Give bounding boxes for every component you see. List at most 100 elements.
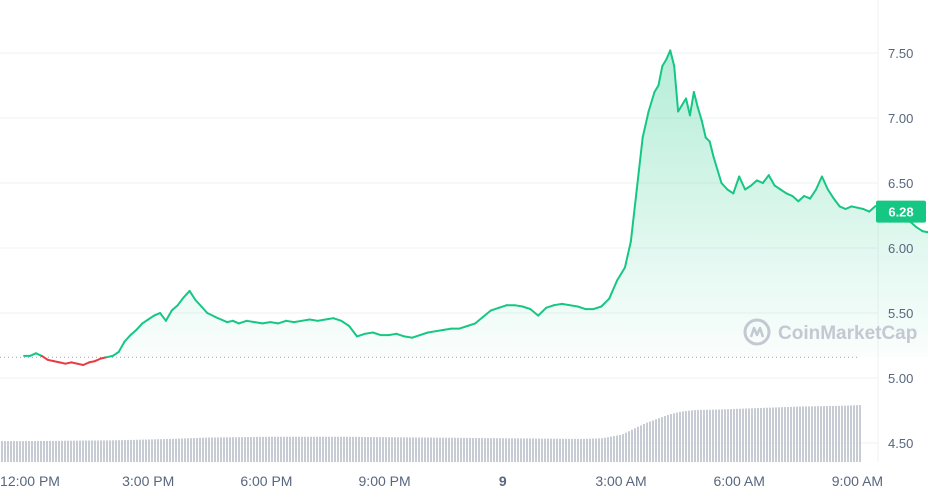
price-line-segment: [521, 305, 532, 311]
price-line-segment: [661, 58, 668, 67]
volume-bar: [256, 436, 258, 462]
price-line-segment: [838, 205, 847, 210]
price-line-segment: [147, 314, 156, 321]
volume-bar: [502, 438, 504, 462]
price-line-segment: [708, 140, 715, 158]
price-line-segment: [815, 175, 823, 191]
volume-bar: [592, 438, 594, 462]
volume-bar: [763, 407, 765, 462]
volume-bar: [181, 438, 183, 462]
volume-bar: [715, 409, 717, 462]
volume-bar: [130, 439, 132, 462]
price-line-segment: [76, 362, 85, 366]
current-price-badge: 6.28: [876, 200, 926, 223]
volume-bar: [631, 429, 633, 462]
price-line-segment: [340, 319, 351, 327]
volume-bar: [637, 426, 639, 462]
price-line-segment: [237, 319, 248, 325]
price-line-segment: [537, 306, 548, 317]
price-line-segment: [123, 334, 132, 343]
coinmarketcap-watermark: CoinMarketCap: [743, 318, 917, 346]
volume-bar: [490, 438, 492, 462]
price-line-segment: [750, 179, 758, 187]
price-line-segment: [669, 49, 676, 67]
y-tick-label: 4.50: [888, 436, 913, 451]
volume-bar: [1, 441, 3, 462]
volume-bar: [58, 440, 60, 462]
price-line-segment: [497, 304, 508, 309]
price-line-segment: [188, 289, 197, 301]
volume-bar: [109, 440, 111, 462]
volume-bar: [382, 437, 384, 462]
price-line-segment: [94, 357, 102, 363]
volume-bar: [223, 437, 225, 462]
volume-bar: [562, 438, 564, 462]
volume-bar: [445, 437, 447, 462]
volume-bar: [100, 440, 102, 462]
volume-bar: [712, 409, 714, 462]
price-line-segment: [773, 184, 782, 191]
volume-bar: [520, 438, 522, 462]
price-line-segment: [576, 305, 587, 311]
price-line-segment: [371, 331, 382, 337]
volume-bar: [292, 436, 294, 462]
volume-bar: [622, 434, 624, 462]
price-line-segment: [856, 206, 865, 210]
volume-bar: [616, 435, 618, 462]
price-line-segment: [700, 119, 707, 139]
volume-bar: [649, 421, 651, 462]
volume-bar: [16, 441, 18, 462]
volume-bar: [220, 437, 222, 462]
volume-bar: [835, 405, 837, 462]
price-line-segment: [403, 335, 414, 339]
volume-bar: [550, 438, 552, 462]
y-tick-label: 5.50: [888, 306, 913, 321]
price-line-segment: [744, 184, 753, 191]
volume-bar: [601, 438, 603, 462]
volume-bar: [652, 420, 654, 462]
volume-bar: [682, 411, 684, 462]
volume-bar: [355, 436, 357, 462]
volume-bar: [850, 405, 852, 462]
volume-bar: [49, 440, 51, 462]
volume-bar: [337, 436, 339, 462]
volume-bar: [184, 438, 186, 462]
volume-bar: [7, 441, 9, 462]
price-line-segment: [29, 352, 37, 357]
volume-bar: [814, 406, 816, 462]
price-line-segment: [720, 182, 729, 191]
volume-bar: [316, 436, 318, 462]
price-line-segment: [692, 91, 699, 109]
price-line-segment: [732, 175, 741, 195]
volume-bar: [373, 437, 375, 462]
y-tick-label: 6.50: [888, 176, 913, 191]
volume-bar: [742, 408, 744, 462]
price-line-segment: [70, 361, 79, 365]
volume-bar: [661, 417, 663, 462]
price-line-segment: [755, 179, 764, 184]
price-line-segment: [332, 317, 343, 322]
volume-bar: [607, 437, 609, 462]
volume-bar: [421, 437, 423, 462]
price-line-segment: [170, 304, 179, 312]
price-line: [23, 49, 928, 366]
price-line-segment: [688, 91, 695, 117]
price-line-segment: [220, 318, 228, 324]
volume-bar: [613, 436, 615, 462]
volume-bar: [787, 406, 789, 462]
volume-bar: [496, 438, 498, 462]
volume-bar: [208, 437, 210, 462]
coinmarketcap-logo-icon: [743, 318, 771, 346]
price-line-segment: [779, 188, 788, 195]
price-line-segment: [105, 354, 114, 359]
volume-bar: [628, 431, 630, 462]
price-line-segment: [568, 304, 579, 308]
volume-bar: [304, 436, 306, 462]
price-line-segment: [560, 302, 571, 307]
volume-bar: [265, 436, 267, 462]
volume-bar: [568, 438, 570, 462]
price-line-segment: [832, 197, 841, 208]
price-line-segment: [600, 297, 611, 308]
price-line-segment: [34, 352, 43, 357]
volume-bar: [61, 440, 63, 462]
